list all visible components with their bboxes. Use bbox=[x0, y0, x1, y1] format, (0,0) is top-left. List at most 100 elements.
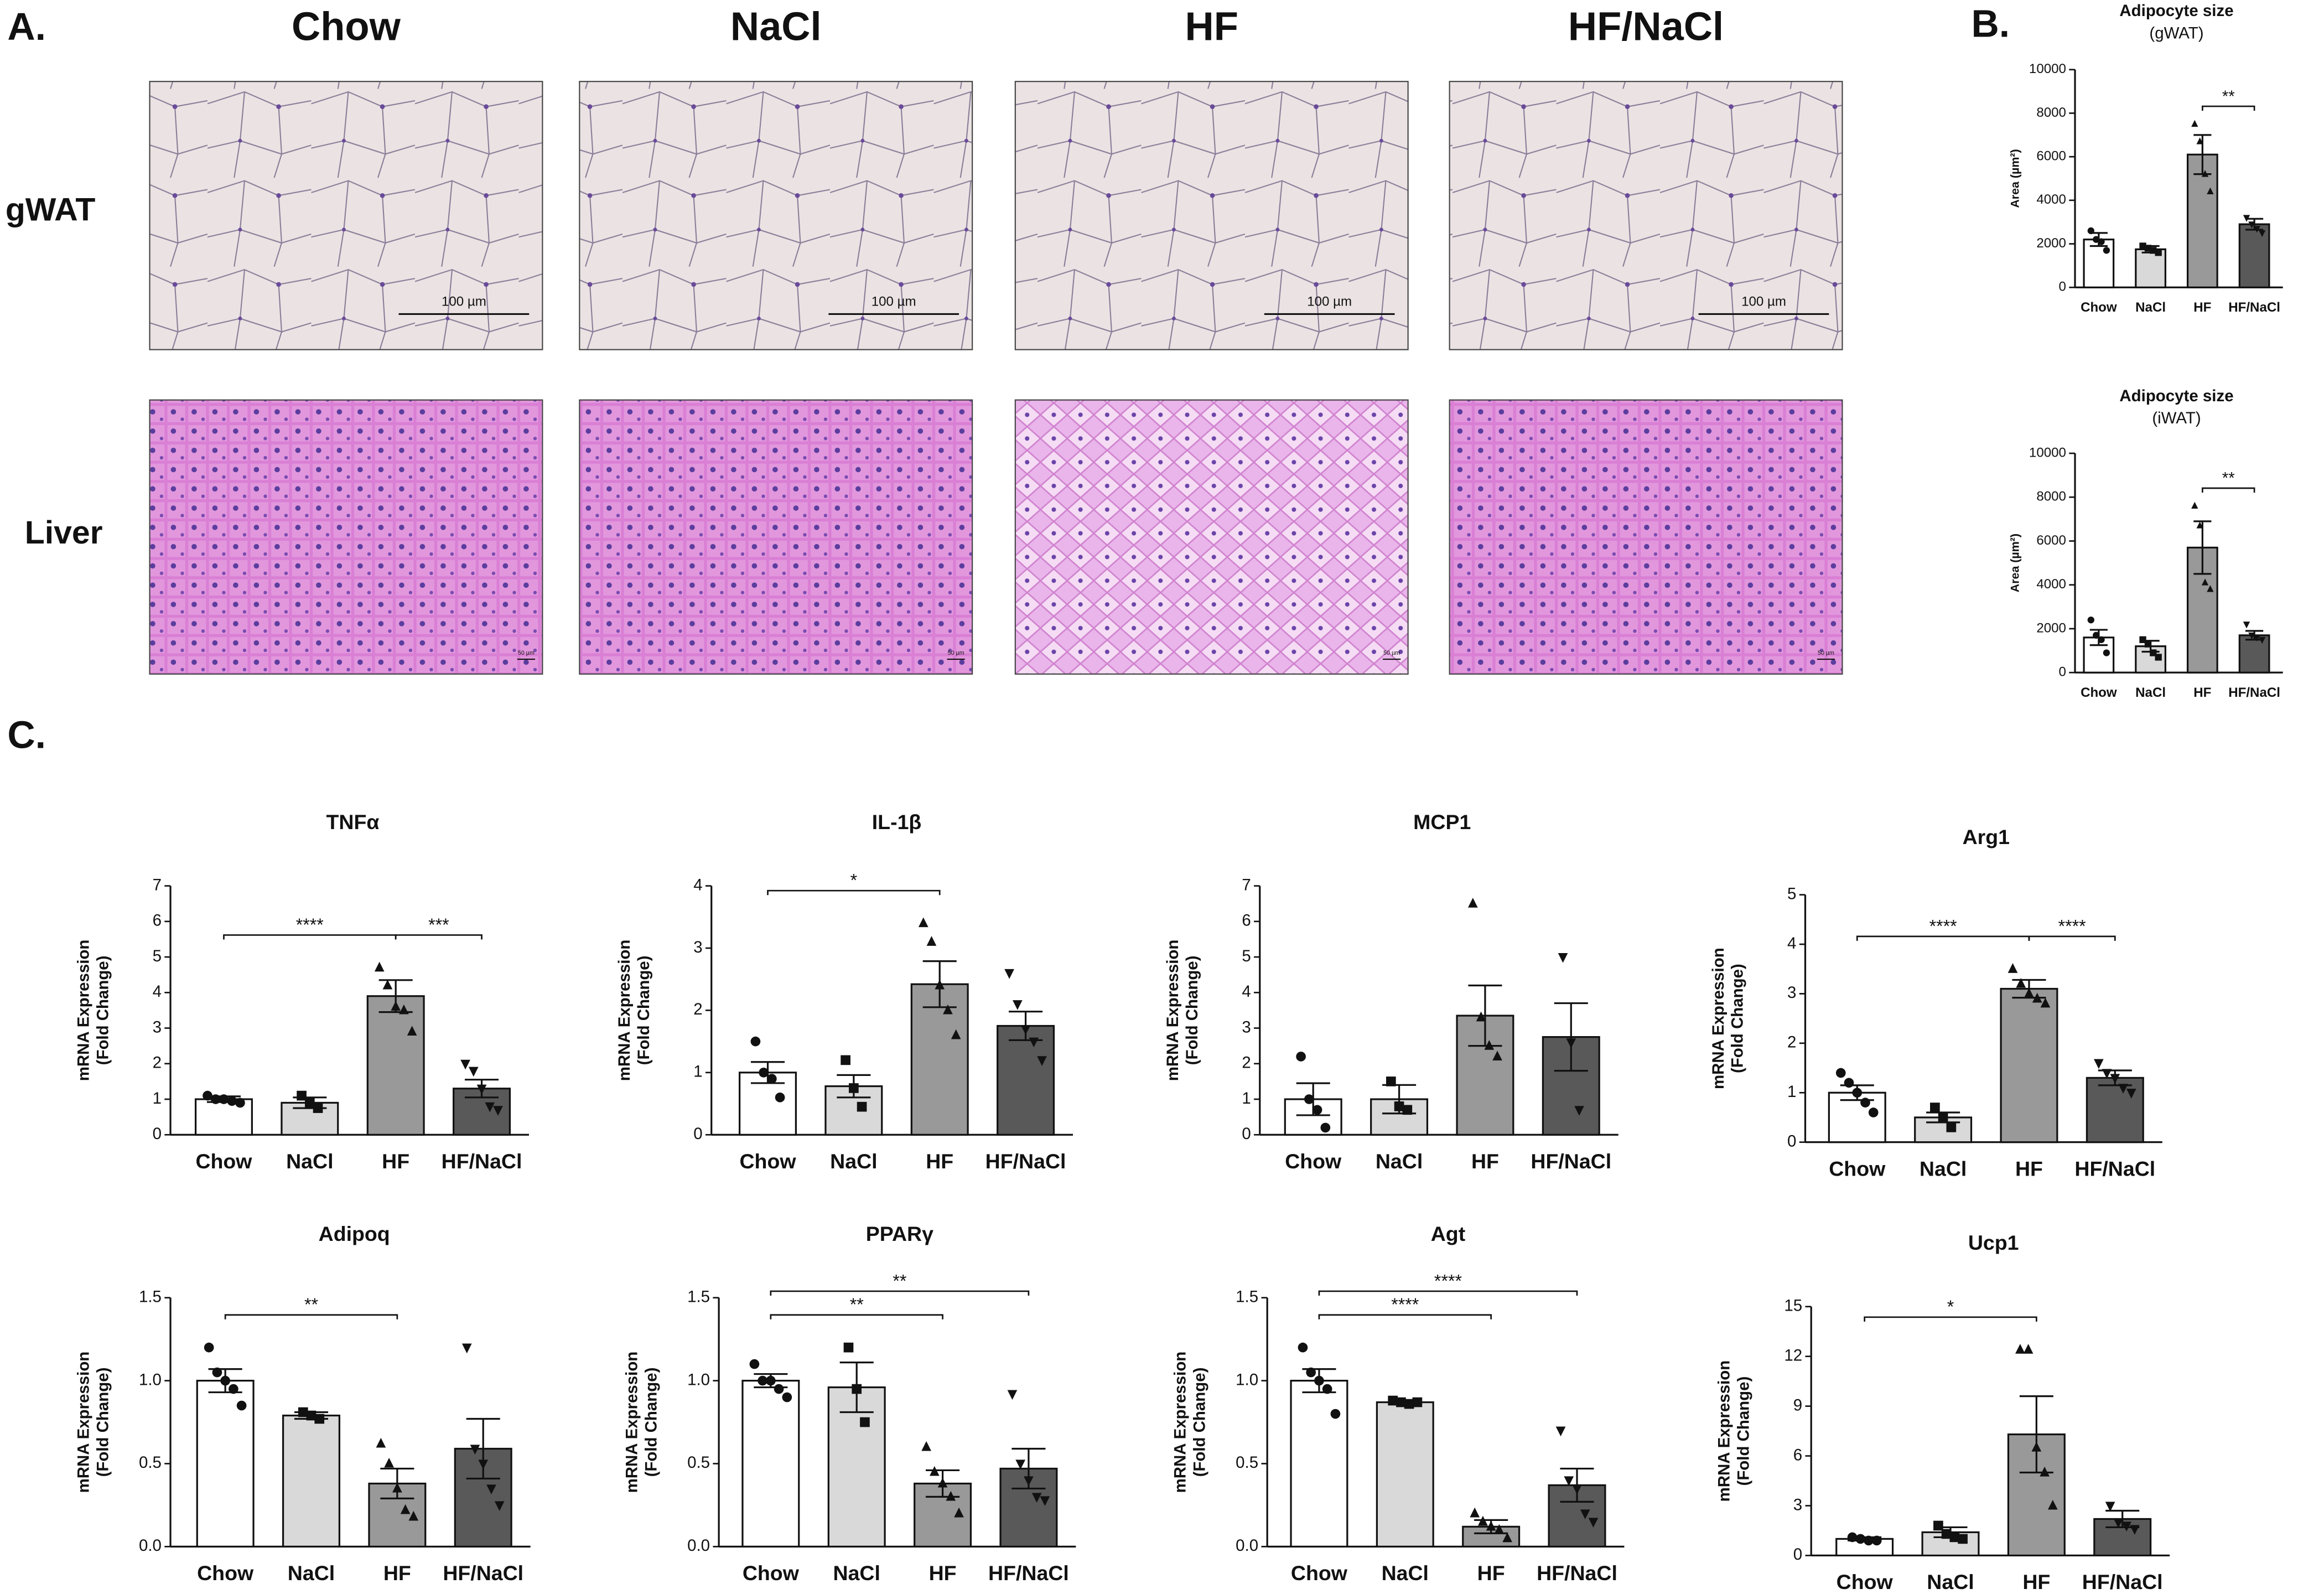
x-tick-label: HF bbox=[2193, 685, 2211, 700]
panel-label: A. bbox=[7, 5, 46, 48]
bar bbox=[2186, 153, 2218, 288]
x-tick-label: HF bbox=[1471, 1150, 1499, 1173]
data-point bbox=[1930, 1103, 1940, 1112]
data-point bbox=[2093, 236, 2100, 243]
y-tick-label: 2000 bbox=[2036, 236, 2066, 251]
micrograph bbox=[1449, 399, 1843, 675]
x-tick-label: HF/NaCl bbox=[442, 1150, 522, 1173]
data-point bbox=[1946, 1122, 1957, 1132]
column-header: Chow bbox=[292, 5, 401, 49]
y-tick-label: 0 bbox=[2059, 665, 2066, 680]
x-tick-label: HF bbox=[1477, 1561, 1505, 1585]
data-point bbox=[313, 1103, 323, 1113]
data-point bbox=[1860, 1098, 1870, 1107]
bar bbox=[453, 1088, 511, 1136]
data-point bbox=[2093, 632, 2100, 639]
significance-label: **** bbox=[1391, 1295, 1419, 1314]
bar bbox=[910, 983, 969, 1136]
data-point bbox=[1958, 1534, 1968, 1544]
row-label: Liver bbox=[25, 515, 103, 551]
data-point bbox=[400, 1504, 411, 1514]
y-tick-label: 9 bbox=[1793, 1396, 1802, 1414]
y-tick-label: 6 bbox=[153, 912, 162, 930]
x-tick-label: Chow bbox=[195, 1150, 252, 1173]
data-point bbox=[2023, 1344, 2034, 1354]
y-tick-label: 7 bbox=[1242, 876, 1251, 894]
data-point bbox=[758, 1375, 767, 1386]
significance-bracket bbox=[1318, 1290, 1578, 1296]
data-point bbox=[1949, 1532, 1960, 1543]
data-point bbox=[937, 1477, 948, 1488]
data-point bbox=[1467, 898, 1478, 908]
x-tick-label: HF bbox=[926, 1150, 953, 1173]
data-point bbox=[392, 1482, 402, 1493]
data-point bbox=[227, 1096, 237, 1106]
x-tick-label: HF bbox=[929, 1561, 957, 1585]
significance-label: ** bbox=[893, 1271, 906, 1291]
chart-title: Agt bbox=[1431, 1222, 1466, 1245]
data-point bbox=[1476, 1011, 1486, 1022]
y-tick-label: 3 bbox=[153, 1018, 162, 1036]
data-point bbox=[1574, 1106, 1584, 1116]
data-point bbox=[1386, 1077, 1396, 1086]
x-tick-label: HF bbox=[2015, 1157, 2043, 1180]
data-point bbox=[478, 1460, 489, 1470]
error-bar bbox=[1554, 1002, 1588, 1072]
column-header: HF/NaCl bbox=[1568, 5, 1724, 49]
data-point bbox=[407, 1026, 417, 1036]
data-point bbox=[2201, 578, 2209, 586]
data-point bbox=[849, 1083, 859, 1093]
y-axis-label: (Fold Change) bbox=[1190, 1368, 1208, 1477]
significance-bracket bbox=[2202, 105, 2255, 111]
data-point bbox=[775, 1092, 785, 1103]
x-tick-label: HF/NaCl bbox=[985, 1150, 1066, 1173]
chart-title: Adipocyte size bbox=[2119, 2, 2233, 20]
significance-label: ** bbox=[2222, 87, 2235, 106]
y-axis-label: mRNA Expression bbox=[74, 1352, 92, 1493]
x-tick-label: NaCl bbox=[1927, 1570, 1974, 1593]
data-point bbox=[2102, 1069, 2112, 1079]
significance-bracket bbox=[2028, 935, 2116, 941]
column-header: NaCl bbox=[730, 5, 822, 49]
y-axis-label: (Fold Change) bbox=[1183, 956, 1201, 1065]
data-point bbox=[494, 1501, 505, 1512]
y-tick-label: 5 bbox=[1242, 947, 1251, 965]
data-point bbox=[2207, 187, 2214, 195]
chart-subtitle: (gWAT) bbox=[2149, 24, 2203, 42]
data-point bbox=[1847, 1532, 1858, 1543]
data-point bbox=[951, 1029, 961, 1039]
x-tick-label: HF/NaCl bbox=[2228, 685, 2280, 700]
x-tick-label: Chow bbox=[743, 1561, 800, 1585]
data-point bbox=[935, 979, 945, 990]
significance-bracket bbox=[395, 934, 483, 940]
x-tick-label: NaCl bbox=[286, 1150, 333, 1173]
bar bbox=[282, 1414, 340, 1548]
data-point bbox=[2196, 521, 2203, 529]
y-tick-label: 1.5 bbox=[1236, 1287, 1258, 1306]
data-point bbox=[1020, 1025, 1031, 1035]
data-point bbox=[461, 1343, 472, 1354]
y-tick-label: 3 bbox=[1242, 1018, 1251, 1036]
data-point bbox=[1484, 1040, 1495, 1050]
data-point bbox=[304, 1098, 315, 1108]
y-tick-label: 7 bbox=[153, 876, 162, 894]
data-point bbox=[314, 1414, 325, 1424]
y-tick-label: 0 bbox=[1242, 1125, 1251, 1143]
y-axis-label: mRNA Expression bbox=[615, 940, 634, 1081]
data-point bbox=[1852, 1088, 1863, 1098]
x-tick-label: HF/NaCl bbox=[2082, 1570, 2163, 1593]
y-tick-label: 0.0 bbox=[687, 1536, 710, 1555]
significance-bracket bbox=[770, 1314, 943, 1319]
data-point bbox=[1855, 1534, 1866, 1544]
data-point bbox=[2139, 636, 2146, 643]
chart-title: MCP1 bbox=[1413, 810, 1471, 834]
y-tick-label: 6000 bbox=[2036, 533, 2066, 548]
bar bbox=[1290, 1379, 1348, 1548]
y-tick-label: 0.0 bbox=[1236, 1536, 1258, 1555]
y-tick-label: 12 bbox=[1784, 1346, 1802, 1364]
scale-bar-label: 100 µm bbox=[872, 294, 916, 309]
data-point bbox=[1320, 1122, 1331, 1133]
panel-label: C. bbox=[7, 713, 46, 756]
significance-label: ** bbox=[2222, 469, 2235, 488]
